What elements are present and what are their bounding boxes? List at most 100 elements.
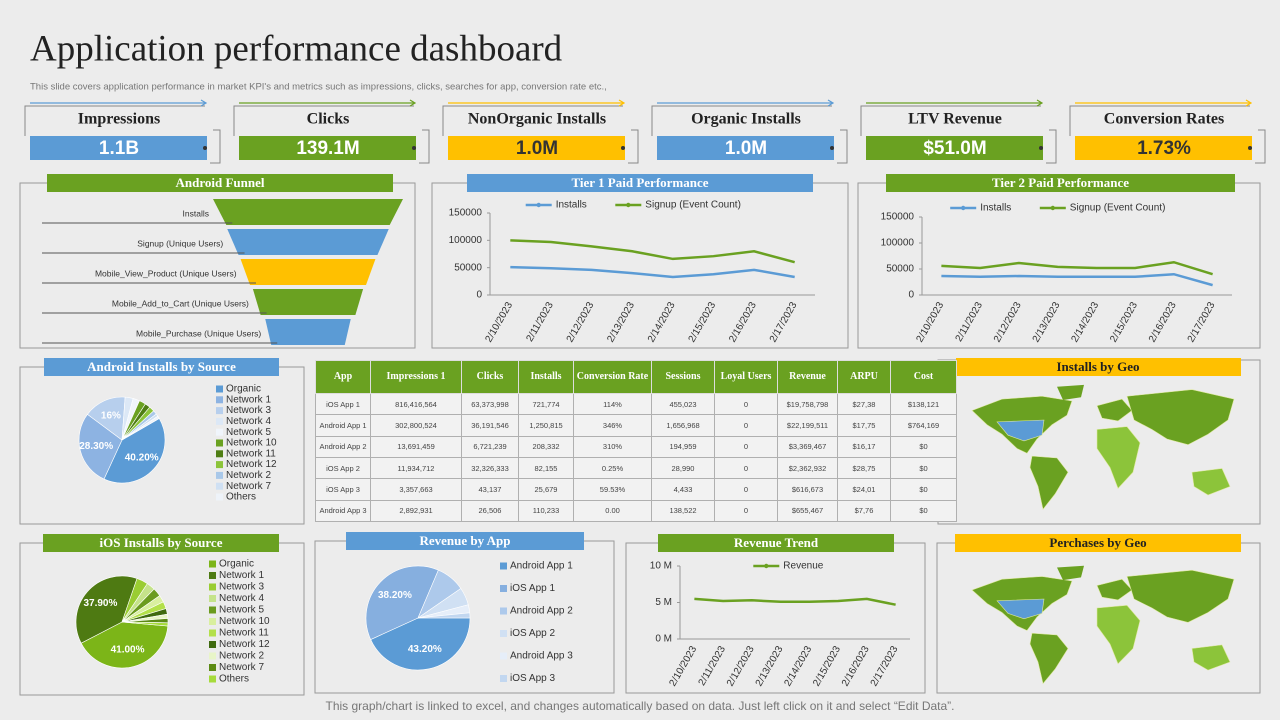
kpi-arrow [1075, 99, 1253, 107]
header-cell: Sessions [651, 360, 715, 394]
table-cell: $24,01 [837, 478, 891, 501]
table-cell: 455,023 [651, 392, 715, 416]
kpi-value: $51.0M [923, 138, 986, 159]
legend-label: Network 3 [226, 405, 271, 416]
legend-swatch [500, 607, 507, 615]
legend-marker [1050, 205, 1056, 211]
legend-label: Signup (Event Count) [1070, 203, 1166, 214]
table-cell: 26,506 [461, 499, 519, 523]
panel-title: Android Funnel [176, 175, 265, 190]
table-cell: 63,373,998 [461, 392, 519, 416]
legend-swatch [216, 396, 223, 404]
legend-swatch [500, 675, 507, 682]
y-tick-label: 10 M [650, 561, 672, 572]
legend-swatch [216, 417, 223, 425]
table-cell: 138,522 [651, 499, 715, 523]
table-cell: 11,934,712 [370, 456, 462, 480]
table-cell: $0 [890, 499, 957, 523]
funnel-label: Mobile_View_Product (Unique Users) [95, 268, 237, 278]
table-cell: 0 [714, 478, 778, 501]
legend-label: Others [219, 674, 249, 685]
table-cell: $138,121 [890, 392, 957, 416]
table-cell: 194,959 [651, 435, 715, 458]
header-cell: Installs [518, 360, 574, 394]
table-cell: $616,673 [777, 478, 838, 501]
legend-swatch [209, 664, 216, 671]
kpi-bar [1075, 136, 1252, 160]
legend-label: iOS App 3 [510, 673, 555, 684]
kpi-frame [651, 105, 848, 164]
kpi-value: 139.1M [296, 138, 359, 159]
pie-slice [417, 612, 471, 619]
panel-tab [467, 174, 813, 192]
legend-swatch [216, 450, 223, 458]
legend-label: Signup (Event Count) [645, 200, 741, 211]
pie-slice [75, 575, 138, 644]
y-tick-label: 100000 [449, 235, 483, 246]
legend-label: Network 11 [219, 628, 269, 639]
legend-swatch [216, 482, 223, 490]
kpi-label: Impressions [78, 111, 160, 128]
panel-tab [43, 534, 279, 552]
y-tick-label: 50000 [886, 264, 914, 275]
table-cell: $28,75 [837, 456, 891, 480]
data-label: 41.00% [111, 645, 145, 656]
kpi-arrow [448, 99, 626, 107]
legend-label: Network 3 [219, 582, 264, 593]
table-cell: 6,721,239 [461, 435, 519, 458]
panel-title: Android Installs by Source [87, 359, 236, 374]
y-tick-label: 5 M [655, 597, 672, 608]
table-cell: $17,75 [837, 414, 891, 437]
header-cell: Impressions 1 [370, 360, 462, 394]
table-cell: 302,800,524 [370, 414, 462, 437]
legend-label: Network 10 [226, 438, 277, 449]
legend-swatch [216, 385, 223, 393]
legend-swatch [216, 471, 223, 479]
data-label: 28.30% [79, 441, 113, 452]
chart-panel [431, 182, 849, 349]
chart-panel [857, 182, 1261, 349]
legend-label: Network 5 [219, 605, 264, 616]
table-cell: 1,250,815 [518, 414, 574, 437]
table-cell: $22,199,511 [777, 414, 838, 437]
table-cell: 721,774 [518, 392, 574, 416]
kpi-arrow [657, 99, 835, 107]
header-cell: ARPU [837, 360, 891, 394]
panel-title: Revenue Trend [734, 535, 819, 550]
series-line [510, 265, 795, 279]
legend-label: iOS App 2 [510, 628, 555, 639]
kpi-label: Conversion Rates [1104, 111, 1224, 128]
data-label: 43.20% [408, 644, 442, 655]
legend-swatch [216, 461, 223, 469]
table-cell: 0 [714, 414, 778, 437]
table-cell: $19,758,798 [777, 392, 838, 416]
table-cell: 0 [714, 435, 778, 458]
legend-label: Network 11 [226, 448, 276, 459]
kpi-value: 1.73% [1137, 138, 1191, 159]
table-cell: $0 [890, 456, 957, 480]
legend-swatch [209, 675, 216, 683]
legend-marker [764, 563, 769, 569]
data-label: 37.90% [83, 598, 117, 609]
funnel-label: Mobile_Add_to_Cart (Unique Users) [112, 298, 249, 308]
panel-tab [658, 534, 894, 552]
kpi-dot [412, 146, 416, 150]
panel-title: Installs by Geo [1056, 359, 1139, 374]
kpi-frame [442, 105, 639, 164]
table-cell: 25,679 [518, 478, 574, 501]
table-cell: iOS App 1 [315, 392, 371, 416]
table-row: iOS App 1 816,416,564 63,373,998 721,774 114… [315, 392, 957, 416]
legend-swatch [216, 428, 223, 436]
legend-label: Network 10 [219, 616, 270, 627]
page-title: Application performance dashboard [30, 28, 563, 69]
y-tick-label: 150000 [881, 212, 915, 223]
table-cell: $3,369,467 [777, 435, 838, 458]
legend-label: iOS App 1 [510, 583, 555, 594]
legend-label: Network 7 [219, 662, 264, 673]
kpi-bar [448, 136, 625, 160]
kpi-frame [24, 105, 221, 164]
y-tick-label: 150000 [449, 208, 483, 219]
table-cell: 3,357,663 [370, 478, 462, 501]
legend-label: Revenue [783, 561, 823, 572]
legend-swatch [209, 606, 216, 614]
